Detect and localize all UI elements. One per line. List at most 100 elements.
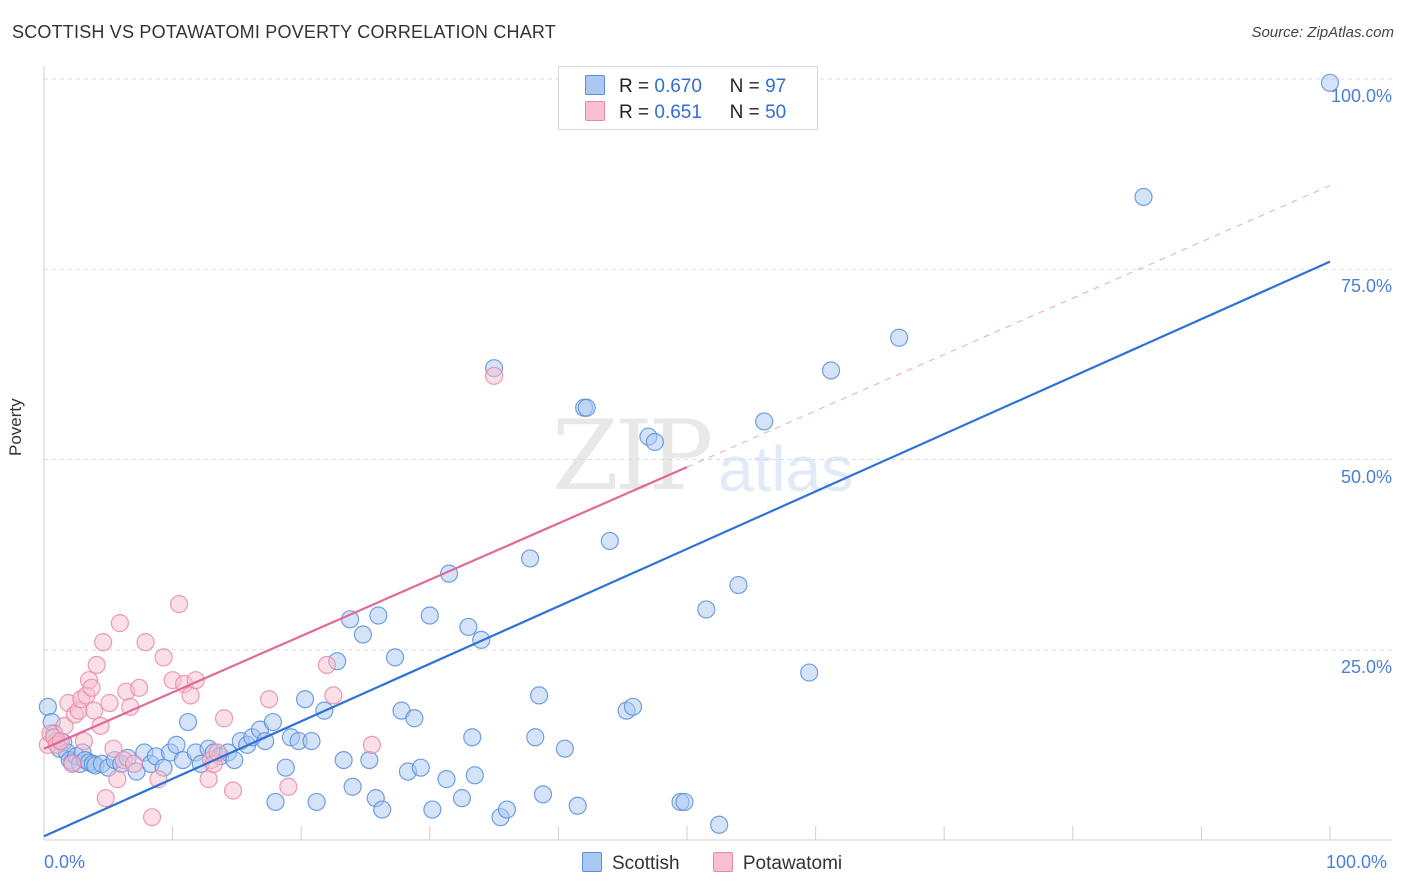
watermark-atlas: atlas	[718, 433, 854, 505]
scottish-point	[307, 792, 326, 812]
source-label: Source: ZipAtlas.com	[1251, 24, 1394, 41]
potawatomi-point	[74, 731, 93, 751]
bottom-legend: Scottish Potawatomi	[582, 852, 870, 875]
potawatomi-point	[181, 686, 200, 705]
scottish-point	[178, 712, 198, 732]
potawatomi-point	[214, 709, 234, 728]
potawatomi-swatch-icon	[712, 852, 733, 872]
scottish-point	[411, 758, 430, 777]
legend-r-scottish: 0.670	[654, 76, 702, 97]
scottish-point	[463, 728, 482, 747]
potawatomi-point	[124, 754, 144, 774]
y-tick-label: 50.0%	[1340, 466, 1392, 487]
y-tick-label: 100.0%	[1330, 86, 1392, 106]
scottish-point	[276, 758, 295, 777]
scottish-swatch-icon	[582, 852, 602, 872]
potawatomi-point	[142, 808, 162, 827]
potawatomi-point	[223, 781, 243, 800]
scottish-swatch-icon	[585, 75, 605, 95]
scottish-point	[600, 531, 619, 551]
scottish-point	[369, 606, 388, 625]
potawatomi-point	[94, 633, 113, 652]
potawatomi-point	[63, 754, 82, 774]
potawatomi-point	[199, 770, 218, 789]
potawatomi-point	[96, 789, 115, 808]
scottish-point	[675, 792, 694, 812]
scottish-point	[530, 686, 549, 705]
chart-title: SCOTTISH VS POTAWATOMI POVERTY CORRELATI…	[12, 22, 557, 42]
scottish-point	[526, 728, 545, 747]
potawatomi-point	[136, 633, 155, 652]
potawatomi-point	[85, 701, 104, 720]
scottish-point	[533, 785, 553, 804]
potawatomi-point	[317, 655, 337, 675]
scottish-point	[373, 800, 392, 819]
scottish-point	[697, 600, 716, 619]
potawatomi-point	[169, 594, 189, 614]
legend-r-label: R =	[619, 76, 650, 97]
scottish-point	[295, 690, 315, 709]
scottish-point	[266, 792, 285, 812]
legend-row-scottish: R = 0.670 N = 97	[585, 75, 786, 99]
potawatomi-trendline	[43, 466, 688, 750]
scottish-point	[167, 735, 186, 754]
scottish-point	[821, 361, 841, 380]
scottish-point	[263, 712, 283, 732]
potawatomi-point	[259, 690, 279, 709]
potawatomi-point	[130, 678, 149, 697]
scottish-point	[497, 800, 517, 819]
potawatomi-point	[108, 770, 127, 789]
scottish-point	[385, 648, 405, 667]
x-tick-min: 0.0%	[44, 852, 86, 872]
potawatomi-point	[324, 686, 343, 705]
scottish-point	[353, 625, 373, 644]
scottish-point	[437, 770, 456, 789]
scottish-point	[729, 575, 748, 595]
y-tick-label: 25.0%	[1340, 656, 1392, 677]
scottish-point	[423, 800, 442, 819]
potawatomi-point	[110, 614, 129, 633]
bottom-legend-scottish: Scottish	[582, 852, 680, 875]
legend-n-potawatomi: 50	[765, 102, 787, 123]
scottish-point	[343, 777, 362, 796]
bottom-legend-potawatomi: Potawatomi	[712, 852, 842, 875]
scottish-point	[890, 328, 909, 347]
legend-n-label: N =	[729, 102, 760, 123]
scottish-point	[334, 750, 353, 770]
potawatomi-point	[82, 678, 101, 697]
watermark-zip: ZIP	[552, 400, 713, 512]
bottom-legend-scottish-label: Scottish	[612, 853, 680, 874]
scottish-point	[340, 610, 360, 629]
scottish-point	[568, 796, 587, 815]
scottish-point	[645, 432, 664, 452]
scottish-point	[38, 697, 57, 716]
scottish-point	[465, 766, 484, 785]
y-tick-label: 75.0%	[1340, 276, 1392, 297]
scottish-point	[360, 750, 379, 770]
scottish-point	[452, 789, 472, 808]
potawatomi-point	[154, 648, 173, 667]
potawatomi-point	[279, 777, 298, 796]
scottish-point	[710, 815, 729, 834]
potawatomi-point	[362, 735, 382, 754]
scottish-point	[755, 412, 774, 431]
potawatomi-swatch-icon	[585, 101, 605, 121]
scottish-point	[800, 663, 819, 682]
potawatomi-point	[87, 655, 106, 675]
scottish-point	[1134, 187, 1153, 207]
potawatomi-trendline-extension	[686, 185, 1331, 468]
legend: R = 0.670 N = 97 R = 0.651 N = 50	[558, 66, 818, 130]
scottish-point	[459, 617, 478, 637]
legend-r-label: R =	[619, 102, 650, 123]
scottish-point	[420, 606, 439, 625]
scottish-point	[405, 709, 424, 728]
x-tick-max: 100.0%	[1326, 852, 1388, 872]
scottish-point	[555, 739, 574, 758]
legend-row-potawatomi: R = 0.651 N = 50	[585, 101, 786, 125]
scottish-point	[577, 398, 596, 417]
scottish-point	[623, 697, 643, 716]
potawatomi-point	[485, 366, 504, 385]
scottish-point	[1320, 73, 1340, 92]
scottish-point	[302, 731, 321, 751]
